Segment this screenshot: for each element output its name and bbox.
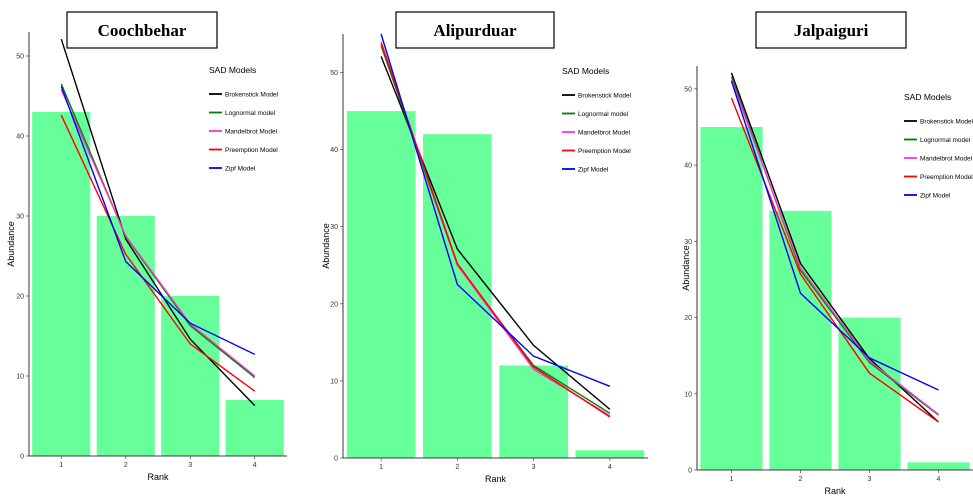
y-tick-label: 50 (16, 54, 24, 61)
bar-rank-4 (225, 400, 284, 456)
chart-title-box (66, 11, 218, 49)
legend: SAD Models Brokenstick Model Lognormal mod… (904, 92, 973, 199)
legend-entry-label: Preemption Model (920, 174, 973, 181)
chart-title-box (755, 11, 907, 49)
y-tick-label: 40 (330, 147, 338, 154)
legend-entry-label: Lognormal model (225, 110, 276, 117)
legend: SAD Models Brokenstick Model Lognormal mod… (209, 65, 279, 172)
chart-title-box (395, 11, 555, 49)
legend-title: SAD Models (904, 92, 951, 102)
bar-rank-1 (700, 126, 763, 470)
chart-title: Alipurduar (433, 21, 517, 40)
line-mandelbrot-model (60, 89, 256, 377)
bar-rank-3 (499, 365, 568, 458)
bar-rank-2 (96, 216, 155, 456)
x-tick-label: 1 (59, 462, 63, 469)
legend-entry-label: Brokenstick Model (920, 118, 973, 125)
legend-entry-label: Zipf Model (225, 165, 256, 172)
bar-rank-1 (346, 111, 416, 458)
x-tick-label: 3 (532, 464, 536, 471)
y-tick-label: 40 (684, 163, 692, 170)
y-tick-label: 50 (684, 86, 692, 93)
y-tick-label: 10 (684, 391, 692, 398)
line-preemption-model (60, 114, 256, 392)
legend-entry-label: Preemption Model (225, 147, 278, 154)
chart-panel-2: 0 10 20 30 40 50 1 2 3 4 Rank Abundance Alipurduar SA… (321, 11, 648, 484)
line-zipf-model (380, 33, 611, 387)
bar-rank-1 (32, 112, 91, 456)
y-tick-label: 50 (330, 70, 338, 77)
x-axis-title: Rank (147, 472, 169, 482)
legend-title: SAD Models (209, 65, 256, 75)
y-tick-label: 20 (330, 301, 338, 308)
x-tick-label: 3 (868, 476, 872, 483)
legend-entry-label: Preemption Model (578, 148, 631, 155)
y-tick-label: 20 (684, 315, 692, 322)
x-tick-label: 3 (188, 462, 192, 469)
legend-entry-label: Zipf Model (920, 192, 951, 199)
x-tick-label: 2 (124, 462, 128, 469)
bar-rank-3 (838, 317, 901, 470)
legend-entry-label: Mandelbrot Model (920, 155, 973, 162)
y-tick-label: 20 (16, 294, 24, 301)
legend-entry-label: Brokenstick Model (225, 91, 279, 98)
legend-entry-label: Mandelbrot Model (578, 129, 631, 136)
legend-title: SAD Models (562, 66, 609, 76)
line-lognormal-model (60, 83, 256, 379)
y-tick-label: 30 (16, 214, 24, 221)
y-tick-label: 0 (688, 468, 692, 475)
y-tick-label: 30 (684, 239, 692, 246)
x-tick-label: 2 (799, 476, 803, 483)
y-axis-title: Abundance (6, 221, 16, 267)
x-tick-label: 4 (608, 464, 612, 471)
legend-entry-label: Zipf Model (578, 166, 609, 173)
line-brokenstick-model (60, 38, 256, 407)
line-zipf-model (60, 86, 256, 356)
legend-entry-label: Lognormal model (920, 137, 971, 144)
x-tick-label: 1 (730, 476, 734, 483)
y-tick-label: 0 (334, 456, 338, 463)
x-tick-label: 4 (253, 462, 257, 469)
line-mandelbrot-model (730, 79, 939, 415)
y-tick-label: 30 (330, 224, 338, 231)
legend-entry-label: Lognormal model (578, 111, 629, 118)
bar-rank-4 (907, 462, 970, 470)
line-brokenstick-model (730, 72, 939, 423)
x-tick-label: 4 (937, 476, 941, 483)
bar-rank-2 (769, 210, 832, 470)
bar-rank-4 (575, 450, 645, 458)
y-axis-title: Abundance (321, 223, 331, 269)
y-tick-label: 0 (20, 454, 24, 461)
x-axis-title: Rank (485, 474, 507, 484)
chart-title: Coochbehar (98, 21, 187, 40)
x-tick-label: 2 (455, 464, 459, 471)
bar-rank-3 (161, 296, 220, 456)
x-tick-label: 1 (379, 464, 383, 471)
y-tick-label: 40 (16, 134, 24, 141)
y-tick-label: 10 (16, 374, 24, 381)
y-tick-label: 10 (330, 378, 338, 385)
chart-title: Jalpaiguri (794, 21, 869, 40)
legend-entry-label: Mandelbrot Model (225, 128, 278, 135)
chart-panel-1: 0 10 20 30 40 50 1 2 3 4 Rank Abundance Coochbehar SA… (6, 11, 287, 482)
chart-panel-3: 0 10 20 30 40 50 1 2 3 4 Rank Abundance Jalpaiguri SA… (681, 11, 973, 496)
legend: SAD Models Brokenstick Model Lognormal mod… (562, 66, 632, 173)
line-zipf-model (730, 80, 939, 391)
legend-entry-label: Brokenstick Model (578, 92, 632, 99)
line-preemption-model (380, 43, 611, 418)
x-axis-title: Rank (824, 486, 846, 496)
y-axis-title: Abundance (681, 245, 691, 291)
